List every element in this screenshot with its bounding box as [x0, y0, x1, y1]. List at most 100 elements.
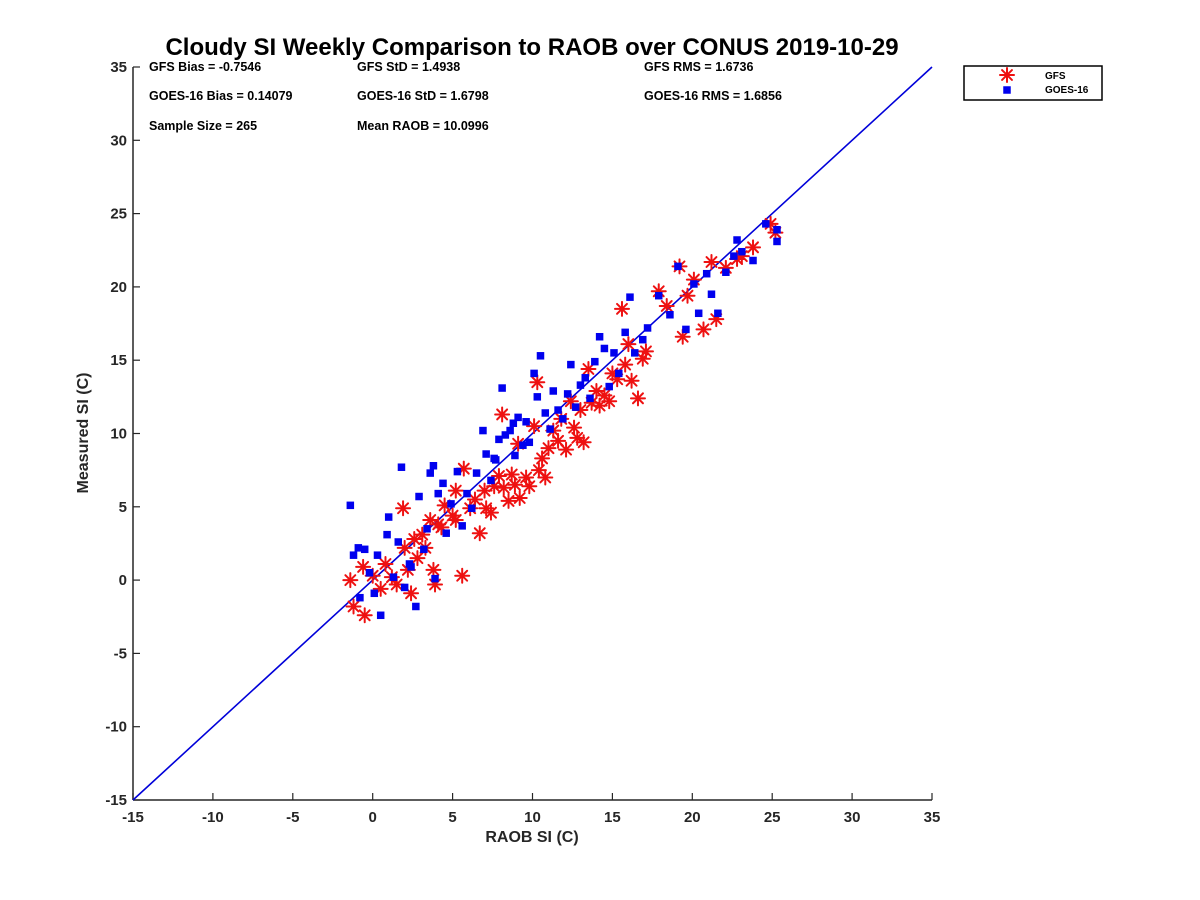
chart-title: Cloudy SI Weekly Comparison to RAOB over… — [165, 34, 898, 61]
goes16-point — [530, 369, 538, 378]
y-tick-label: -5 — [114, 645, 127, 662]
y-tick-label: -10 — [105, 719, 127, 736]
goes16-point — [511, 451, 519, 460]
gfs-point — [703, 253, 720, 270]
goes16-point — [702, 269, 711, 278]
goes16-point — [576, 381, 585, 389]
asterisk-stroke — [523, 480, 536, 493]
asterisk-stroke — [492, 470, 505, 482]
goes16-point — [626, 293, 634, 301]
asterisk-stroke — [603, 395, 616, 408]
x-tick-label: 30 — [844, 809, 861, 826]
asterisk-stroke — [697, 323, 710, 336]
legend-gfs-marker — [999, 67, 1015, 83]
asterisk-stroke — [344, 574, 357, 587]
goes16-point — [412, 602, 420, 611]
asterisk-stroke — [552, 434, 565, 447]
goes16-point — [376, 611, 385, 620]
goes16-point — [690, 280, 698, 288]
goes16-point — [730, 252, 738, 260]
goes16-point — [600, 344, 609, 353]
asterisk-stroke — [485, 506, 497, 519]
asterisk-stroke — [408, 533, 421, 546]
goes16-point — [498, 384, 506, 392]
gfs-point — [430, 516, 447, 533]
goes16-point — [546, 425, 554, 433]
gfs-point — [466, 491, 483, 508]
goes16-point — [458, 522, 466, 530]
asterisk-stroke — [513, 492, 526, 504]
gfs-point — [447, 511, 464, 528]
goes16-point — [643, 324, 652, 332]
asterisk-stroke — [536, 452, 549, 465]
goes16-point — [487, 476, 495, 485]
goes16-point — [365, 569, 374, 577]
goes16-point — [525, 438, 534, 447]
goes16-point — [541, 409, 550, 417]
gfs-point — [613, 300, 630, 317]
asterisk-stroke — [398, 541, 411, 554]
goes16-point — [349, 551, 358, 559]
gfs-point — [425, 561, 442, 578]
goes16-point — [722, 268, 730, 276]
goes16-point — [733, 236, 741, 244]
goes16-point — [549, 387, 558, 395]
goes16-point — [621, 328, 629, 337]
gfs-point — [566, 419, 583, 436]
gfs-point — [447, 482, 464, 499]
goes16-point — [571, 403, 580, 411]
gfs-point — [534, 450, 551, 467]
stat-gfs-bias: GFS Bias = -0.7546 — [149, 60, 261, 74]
stat-gfs-std: GFS StD = 1.4938 — [357, 60, 460, 74]
gfs-point — [377, 555, 394, 572]
x-tick-label: 5 — [448, 809, 456, 826]
goes16-point — [479, 426, 487, 435]
goes16-point — [714, 309, 722, 318]
asterisk-stroke — [488, 480, 501, 493]
goes16-point — [431, 574, 439, 583]
goes16-point — [501, 431, 510, 439]
gfs-point — [637, 343, 654, 360]
gfs-point — [679, 287, 696, 304]
asterisk-stroke — [390, 578, 403, 591]
goes16-point — [434, 489, 442, 498]
goes16-point — [738, 247, 746, 256]
asterisk-stroke — [640, 345, 652, 358]
asterisk-stroke — [505, 468, 518, 481]
data-markers — [342, 215, 784, 624]
asterisk-stroke — [582, 363, 595, 375]
asterisk-stroke — [528, 420, 541, 433]
goes16-point — [429, 462, 438, 470]
goes16-point — [631, 349, 639, 357]
asterisk-stroke — [660, 300, 673, 312]
gfs-point — [490, 468, 507, 485]
y-tick-label: 20 — [110, 279, 127, 296]
goes16-point — [581, 374, 589, 382]
x-tick-label: 35 — [924, 809, 941, 826]
goes16-point — [682, 325, 690, 334]
asterisk-stroke — [478, 484, 491, 497]
asterisk-stroke — [532, 464, 545, 477]
goes16-point — [773, 225, 781, 234]
gfs-point — [506, 476, 523, 493]
gfs-point — [529, 374, 546, 391]
goes16-point — [749, 256, 757, 265]
stat-mean-raob: Mean RAOB = 10.0996 — [357, 119, 489, 133]
asterisk-stroke — [619, 358, 632, 371]
asterisk-stroke — [681, 289, 694, 302]
goes16-point — [595, 332, 604, 341]
x-tick-label: 10 — [524, 809, 541, 826]
goes16-point — [389, 573, 398, 581]
x-ticks: -15 -10 -5 0 5 10 15 20 25 30 35 — [122, 793, 940, 826]
asterisk-stroke — [574, 404, 587, 416]
gfs-point — [482, 504, 499, 521]
gfs-point — [558, 441, 575, 458]
goes16-point — [439, 479, 447, 488]
asterisk-stroke — [496, 408, 509, 421]
y-ticks: -15 -10 -5 0 5 10 15 20 25 30 35 — [105, 59, 140, 809]
goes16-point — [605, 382, 613, 391]
goes16-point — [463, 489, 471, 498]
goes16-point — [554, 406, 562, 414]
gfs-point — [511, 490, 528, 507]
